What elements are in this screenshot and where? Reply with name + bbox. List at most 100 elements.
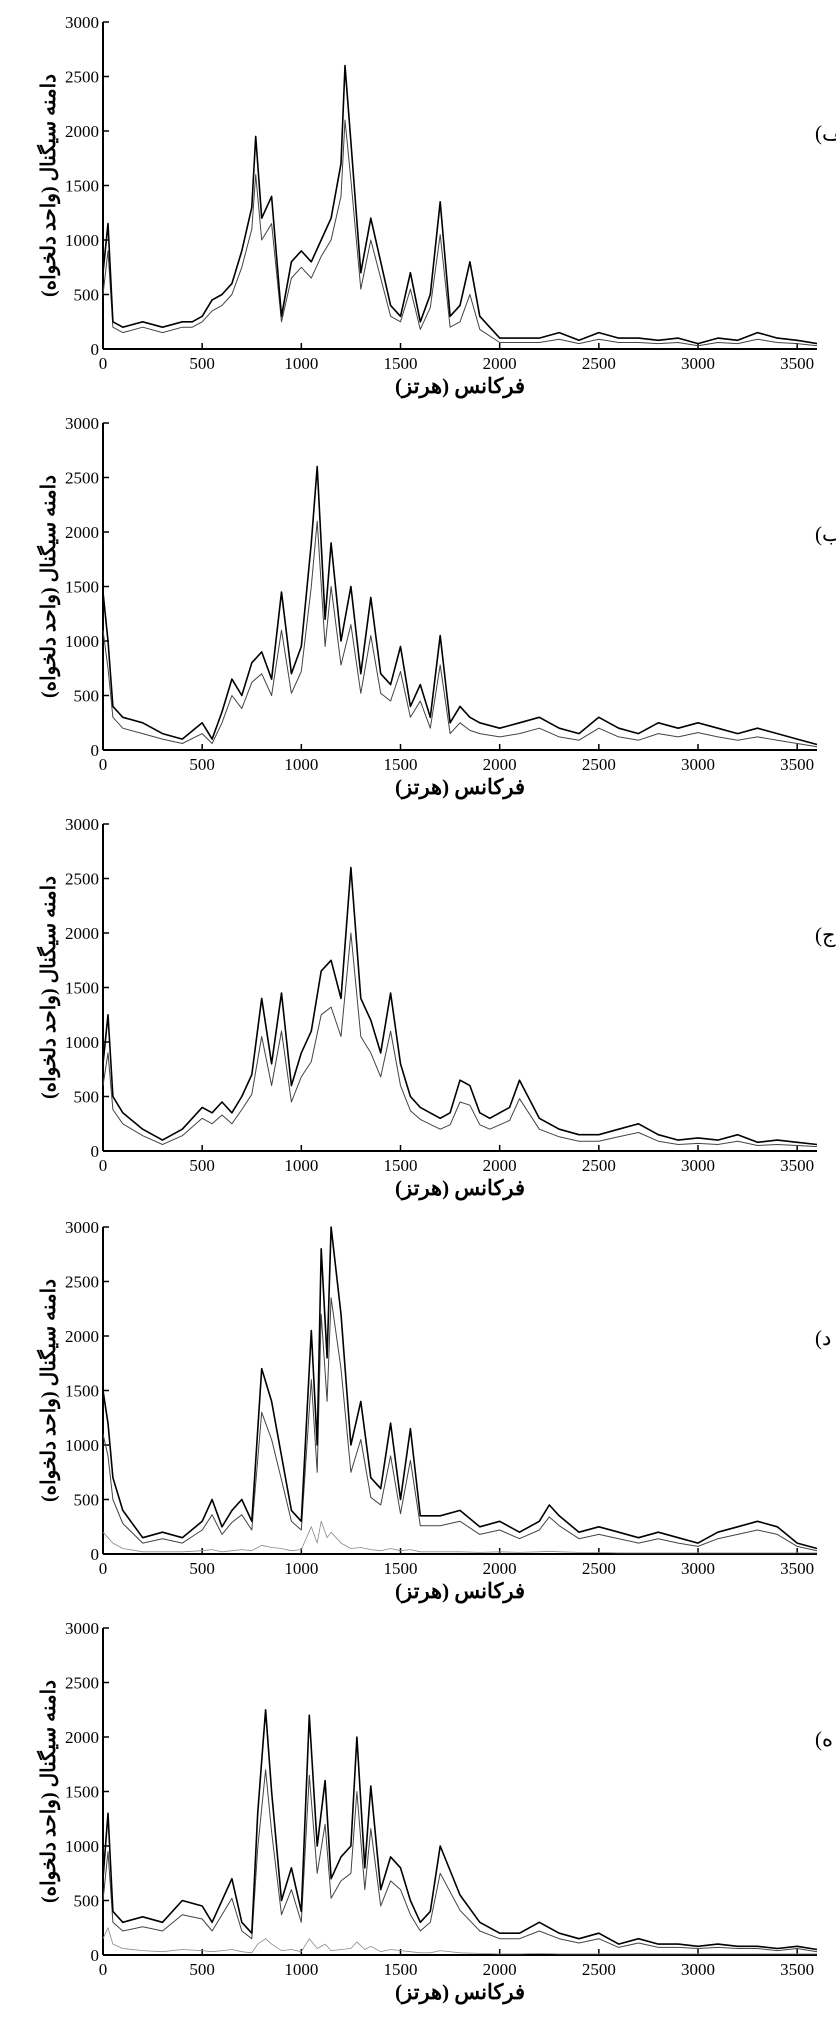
y-tick-label: 2000 bbox=[65, 122, 99, 141]
x-tick-label: 3500 bbox=[780, 1960, 814, 1979]
y-tick-label: 2500 bbox=[65, 1273, 99, 1292]
y-tick-label: 2000 bbox=[65, 523, 99, 542]
y-tick-label: 500 bbox=[74, 1491, 100, 1510]
x-tick-label: 2000 bbox=[483, 1559, 517, 1578]
panel-label: ب) bbox=[815, 522, 836, 546]
y-tick-label: 0 bbox=[91, 340, 100, 359]
y-tick-label: 1000 bbox=[65, 632, 99, 651]
series-line bbox=[102, 1520, 817, 1554]
x-tick-label: 1500 bbox=[384, 1960, 418, 1979]
series-line bbox=[102, 520, 818, 748]
x-tick-label: 2500 bbox=[582, 755, 616, 774]
panel-label: د) bbox=[815, 1326, 831, 1350]
x-tick-label: 2500 bbox=[582, 1559, 616, 1578]
x-tick-label: 0 bbox=[99, 354, 108, 373]
series-line bbox=[102, 1927, 817, 1955]
x-axis-label: فرکانس (هرتز) bbox=[395, 775, 525, 800]
y-tick-label: 0 bbox=[91, 1946, 100, 1965]
x-tick-label: 1500 bbox=[384, 1156, 418, 1175]
x-tick-label: 500 bbox=[189, 1559, 215, 1578]
y-tick-label: 1500 bbox=[65, 177, 99, 196]
x-tick-label: 2000 bbox=[483, 755, 517, 774]
panel-label: ج) bbox=[815, 923, 836, 948]
y-tick-label: 1000 bbox=[65, 231, 99, 250]
x-tick-label: 2000 bbox=[483, 1960, 517, 1979]
x-tick-label: 1000 bbox=[284, 755, 318, 774]
x-tick-label: 2500 bbox=[582, 1960, 616, 1979]
series-line bbox=[102, 1709, 818, 1951]
y-axis-label: دامنه سیگنال (واحد دلخواه) bbox=[36, 876, 61, 1099]
chart-panel: 0 500 1000 1500 2000 2500 3000 0 500 1000 1500 2000… bbox=[36, 815, 836, 1201]
x-tick-label: 1000 bbox=[284, 1156, 318, 1175]
y-tick-label: 1000 bbox=[65, 1837, 99, 1856]
y-tick-label: 1500 bbox=[65, 578, 99, 597]
panel-label: ه) bbox=[815, 1727, 833, 1751]
y-tick-label: 1000 bbox=[65, 1033, 99, 1052]
y-tick-label: 2500 bbox=[65, 870, 99, 889]
x-tick-label: 3500 bbox=[780, 1156, 814, 1175]
y-tick-label: 0 bbox=[91, 741, 100, 760]
series-line bbox=[102, 932, 818, 1148]
x-tick-label: 3000 bbox=[681, 1156, 715, 1175]
series-line bbox=[102, 1297, 818, 1552]
x-tick-label: 500 bbox=[189, 1156, 215, 1175]
y-tick-label: 3000 bbox=[65, 815, 99, 834]
y-axis-label: دامنه سیگنال (واحد دلخواه) bbox=[36, 74, 61, 297]
series-line bbox=[102, 1226, 818, 1550]
x-tick-label: 0 bbox=[99, 1960, 108, 1979]
y-tick-label: 0 bbox=[91, 1142, 100, 1161]
x-tick-label: 3500 bbox=[780, 755, 814, 774]
y-tick-label: 2500 bbox=[65, 1674, 99, 1693]
y-tick-label: 500 bbox=[74, 1892, 100, 1911]
y-tick-label: 1000 bbox=[65, 1436, 99, 1455]
chart-panel: 0 500 1000 1500 2000 2500 3000 0 500 1000 1500 2000… bbox=[36, 13, 836, 399]
x-tick-label: 3000 bbox=[681, 354, 715, 373]
chart-panel: 0 500 1000 1500 2000 2500 3000 0 500 1000 1500 2000… bbox=[36, 1619, 833, 2005]
x-axis-label: فرکانس (هرتز) bbox=[395, 1579, 525, 1604]
y-tick-label: 500 bbox=[74, 687, 100, 706]
x-tick-label: 1500 bbox=[384, 755, 418, 774]
y-tick-label: 500 bbox=[74, 1088, 100, 1107]
x-axis-label: فرکانس (هرتز) bbox=[395, 1980, 525, 2005]
chart-panel: 0 500 1000 1500 2000 2500 3000 0 500 1000 1500 2000… bbox=[36, 1218, 831, 1604]
series-line bbox=[102, 119, 818, 347]
y-axis-label: دامنه سیگنال (واحد دلخواه) bbox=[36, 475, 61, 698]
x-tick-label: 2500 bbox=[582, 354, 616, 373]
x-tick-label: 1000 bbox=[284, 1960, 318, 1979]
x-tick-label: 2000 bbox=[483, 354, 517, 373]
y-tick-label: 3000 bbox=[65, 1619, 99, 1638]
series-line bbox=[102, 465, 818, 746]
x-tick-label: 3000 bbox=[681, 1960, 715, 1979]
y-tick-label: 2000 bbox=[65, 924, 99, 943]
x-tick-label: 1000 bbox=[284, 1559, 318, 1578]
series-line bbox=[102, 1769, 818, 1953]
x-tick-label: 1000 bbox=[284, 354, 318, 373]
y-tick-label: 3000 bbox=[65, 1218, 99, 1237]
y-axis-label: دامنه سیگنال (واحد دلخواه) bbox=[36, 1680, 61, 1903]
x-tick-label: 3000 bbox=[681, 755, 715, 774]
y-axis-label: دامنه سیگنال (واحد دلخواه) bbox=[36, 1279, 61, 1502]
series-line bbox=[102, 64, 818, 345]
series-line bbox=[102, 866, 818, 1146]
x-tick-label: 0 bbox=[99, 1559, 108, 1578]
y-tick-label: 0 bbox=[91, 1545, 100, 1564]
y-tick-label: 2500 bbox=[65, 469, 99, 488]
y-tick-label: 500 bbox=[74, 286, 100, 305]
x-tick-label: 2000 bbox=[483, 1156, 517, 1175]
x-tick-label: 0 bbox=[99, 755, 108, 774]
y-tick-label: 1500 bbox=[65, 979, 99, 998]
x-tick-label: 0 bbox=[99, 1156, 108, 1175]
x-tick-label: 3500 bbox=[780, 1559, 814, 1578]
x-tick-label: 3000 bbox=[681, 1559, 715, 1578]
y-tick-label: 1500 bbox=[65, 1783, 99, 1802]
y-tick-label: 2500 bbox=[65, 68, 99, 87]
y-tick-label: 3000 bbox=[65, 414, 99, 433]
x-axis-label: فرکانس (هرتز) bbox=[395, 1176, 525, 1201]
x-tick-label: 500 bbox=[189, 1960, 215, 1979]
x-tick-label: 1500 bbox=[384, 1559, 418, 1578]
x-tick-label: 3500 bbox=[780, 354, 814, 373]
x-tick-label: 500 bbox=[189, 755, 215, 774]
y-tick-label: 2000 bbox=[65, 1327, 99, 1346]
y-tick-label: 1500 bbox=[65, 1382, 99, 1401]
